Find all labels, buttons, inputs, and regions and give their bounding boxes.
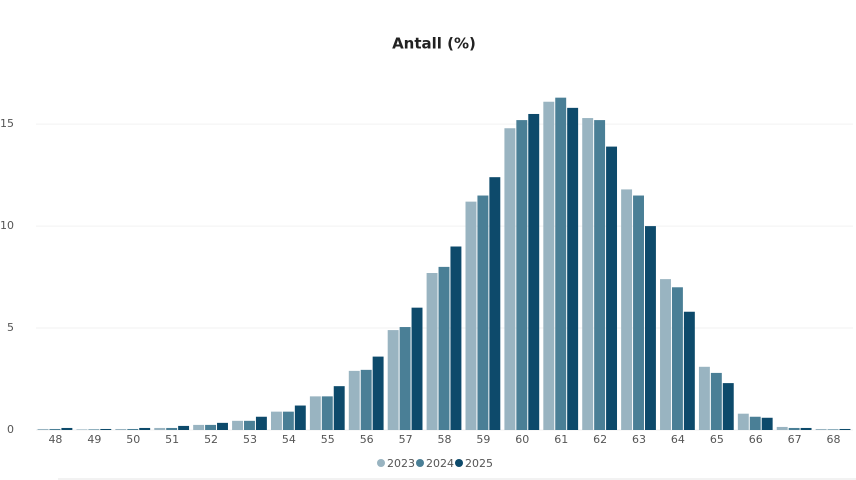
chart-title: Antall (%) [392, 35, 476, 53]
y-tick-label: 0 [7, 423, 14, 436]
bar [722, 383, 734, 430]
bar [528, 113, 540, 430]
bar [710, 372, 722, 430]
bar [633, 195, 644, 430]
bar [232, 420, 244, 430]
bar [294, 405, 306, 430]
bar [516, 120, 528, 430]
bar [37, 428, 49, 430]
bar [282, 411, 294, 430]
x-tick-label: 59 [476, 433, 490, 446]
bar [399, 327, 411, 430]
x-tick-label: 62 [593, 433, 607, 446]
bar [244, 420, 255, 430]
bar [387, 330, 399, 430]
legend-swatch [416, 459, 424, 467]
bar [788, 427, 800, 430]
x-tick-label: 66 [749, 433, 763, 446]
bar [582, 118, 594, 431]
bar [504, 128, 516, 430]
x-tick-label: 55 [321, 433, 335, 446]
bar [644, 226, 656, 430]
bar [815, 428, 827, 430]
bar [594, 120, 606, 430]
bar [372, 356, 384, 430]
bar [217, 422, 228, 430]
bar [477, 195, 489, 430]
bar [255, 416, 267, 430]
bar [321, 396, 333, 430]
legend-label: 2024 [426, 457, 454, 470]
bar [426, 273, 438, 430]
bar [450, 246, 462, 430]
bar [543, 101, 555, 430]
bar [360, 369, 372, 430]
bar [761, 417, 773, 430]
x-tick-label: 64 [671, 433, 685, 446]
x-tick-label: 56 [360, 433, 374, 446]
bar [683, 311, 695, 430]
x-tick-label: 54 [282, 433, 296, 446]
x-tick-label: 50 [126, 433, 140, 446]
legend-label: 2023 [387, 457, 415, 470]
bar [309, 396, 321, 430]
bar [660, 279, 671, 430]
x-tick-label: 61 [554, 433, 568, 446]
bar [776, 426, 788, 430]
bar [178, 425, 190, 430]
bar [555, 97, 567, 431]
bar [489, 177, 501, 430]
bar [166, 427, 178, 430]
bar [205, 424, 217, 430]
bar [139, 427, 151, 430]
x-tick-label: 49 [87, 433, 101, 446]
bar [839, 428, 851, 430]
bar [348, 370, 360, 430]
x-tick-label: 53 [243, 433, 257, 446]
bar [49, 428, 61, 430]
bar [698, 366, 710, 430]
x-tick-label: 57 [399, 433, 413, 446]
x-tick-label: 67 [788, 433, 802, 446]
legend-swatch [455, 459, 463, 467]
x-tick-label: 58 [438, 433, 452, 446]
legend-label: 2025 [465, 457, 493, 470]
x-tick-label: 65 [710, 433, 724, 446]
bar [333, 386, 345, 430]
bar [61, 427, 73, 430]
x-tick-label: 63 [632, 433, 646, 446]
x-tick-label: 68 [827, 433, 841, 446]
x-tick-label: 51 [165, 433, 179, 446]
y-tick-label: 15 [0, 117, 14, 130]
y-tick-label: 5 [7, 321, 14, 334]
bar [127, 428, 139, 430]
bar [100, 428, 112, 430]
bar [749, 416, 761, 430]
y-tick-label: 10 [0, 219, 14, 232]
x-tick-label: 52 [204, 433, 218, 446]
bar [193, 424, 205, 430]
bar [88, 429, 100, 430]
bar [567, 107, 579, 430]
bar [737, 413, 749, 430]
x-tick-label: 48 [48, 433, 62, 446]
legend-swatch [377, 459, 385, 467]
bar [270, 411, 282, 430]
x-tick-label: 60 [515, 433, 529, 446]
bar [621, 189, 633, 430]
bar [76, 429, 88, 430]
bar [800, 427, 812, 430]
bar [438, 266, 450, 430]
bar [411, 307, 423, 430]
bar [671, 287, 683, 430]
bar [154, 427, 166, 430]
bar [465, 201, 477, 430]
bar [606, 146, 618, 430]
bar [115, 428, 127, 430]
bar [827, 429, 839, 430]
